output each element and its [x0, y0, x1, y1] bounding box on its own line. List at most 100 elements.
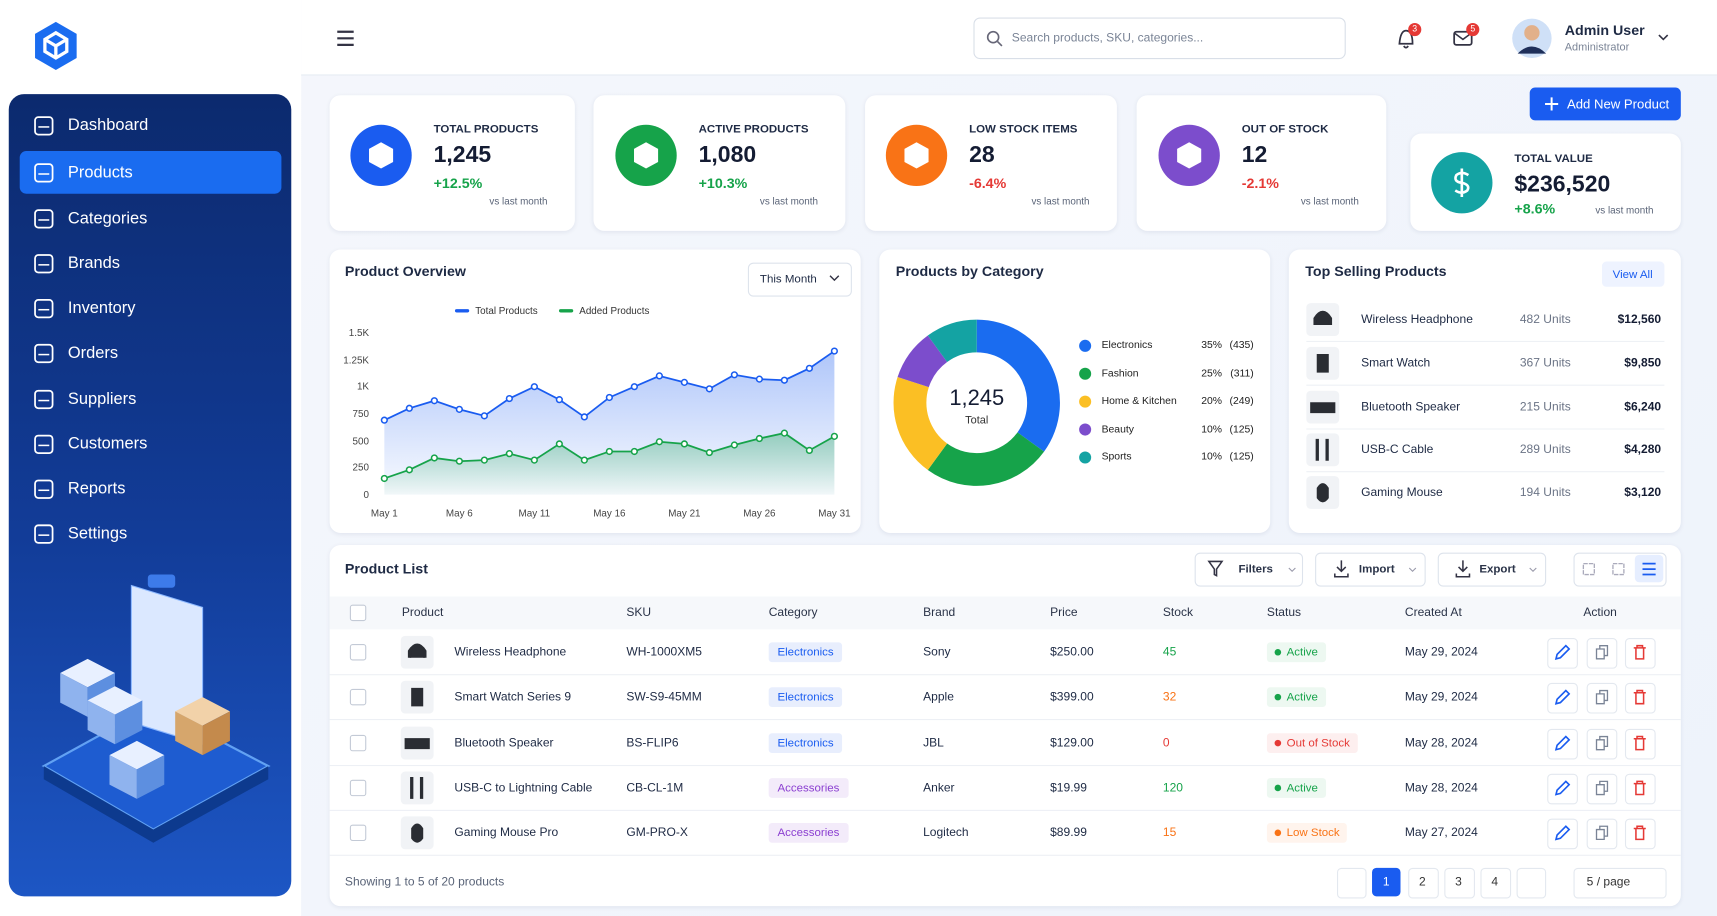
- x-tick-label: May 26: [743, 507, 776, 519]
- view-all-button[interactable]: [1601, 261, 1665, 287]
- nav-item[interactable]: Suppliers: [67, 389, 137, 409]
- nav-item[interactable]: Brands: [67, 253, 120, 273]
- column-header: Price: [1050, 606, 1078, 620]
- nav-item[interactable]: Dashboard: [67, 116, 149, 135]
- action-button[interactable]: [1547, 682, 1578, 714]
- category-badge: Electronics: [768, 687, 843, 707]
- top-product-name: Bluetooth Speaker: [1361, 400, 1461, 414]
- action-button[interactable]: [1624, 638, 1656, 669]
- row-divider: [329, 764, 1681, 767]
- action-button[interactable]: [1586, 773, 1618, 805]
- donut-center-label: Total: [965, 414, 989, 427]
- y-tick-label: 250: [352, 462, 370, 474]
- category-badge: Electronics: [768, 642, 843, 663]
- page-number[interactable]: 4: [1491, 875, 1499, 889]
- top-product-name: Smart Watch: [1361, 356, 1431, 370]
- y-tick-label: 1.25K: [343, 354, 370, 366]
- toolbar-button[interactable]: [1194, 552, 1304, 587]
- x-tick-label: May 31: [818, 507, 851, 519]
- view-toggle-active[interactable]: [1634, 554, 1664, 583]
- search-box[interactable]: [973, 17, 1346, 60]
- price: $250.00: [1050, 645, 1094, 659]
- kpi-label: TOTAL VALUE: [1514, 152, 1593, 166]
- top-selling-panel: [1288, 249, 1681, 533]
- toolbar-button-label[interactable]: Filters: [1238, 562, 1273, 576]
- action-button[interactable]: [1624, 682, 1656, 714]
- view-all-link[interactable]: View All: [1612, 268, 1653, 282]
- nav-item[interactable]: Inventory: [67, 298, 136, 318]
- page-button[interactable]: [1480, 867, 1512, 899]
- status-badge: Out of Stock: [1266, 733, 1358, 753]
- action-button[interactable]: [1547, 773, 1578, 805]
- action-button[interactable]: [1624, 818, 1656, 850]
- nav-item[interactable]: Customers: [67, 434, 148, 454]
- stock: 15: [1162, 826, 1177, 840]
- sku: CB-CL-1M: [626, 781, 684, 795]
- prev-page[interactable]: [1336, 867, 1367, 899]
- legend-label: Home & Kitchen: [1101, 395, 1177, 408]
- legend-count: (311): [1230, 367, 1254, 380]
- sku: WH-1000XM5: [626, 645, 702, 659]
- kpi-note: vs last month: [1595, 204, 1654, 216]
- legend-count: (125): [1229, 422, 1254, 436]
- status-label: Low Stock: [1286, 826, 1340, 840]
- period-label: This Month: [759, 272, 817, 286]
- action-button[interactable]: [1547, 818, 1578, 850]
- nav-item[interactable]: Reports: [67, 479, 126, 498]
- page-size-select[interactable]: [1573, 867, 1667, 899]
- page-number[interactable]: 3: [1455, 875, 1462, 889]
- page-button[interactable]: [1444, 867, 1475, 899]
- action-button[interactable]: [1547, 728, 1578, 760]
- product-name: Gaming Mouse Pro: [454, 826, 559, 840]
- x-tick-label: May 16: [593, 507, 626, 519]
- page-number[interactable]: 2: [1419, 875, 1426, 889]
- action-button[interactable]: [1547, 638, 1578, 669]
- user-role: Administrator: [1564, 41, 1630, 54]
- period-select[interactable]: [747, 262, 852, 297]
- action-button[interactable]: [1624, 773, 1656, 805]
- page-button[interactable]: [1408, 867, 1439, 899]
- toolbar-button-label[interactable]: Export: [1479, 562, 1516, 576]
- view-toggle[interactable]: [1573, 552, 1667, 587]
- toolbar-button[interactable]: [1437, 552, 1547, 587]
- active-nav[interactable]: [19, 151, 282, 194]
- top-product-units: 215 Units: [1519, 400, 1571, 414]
- column-header: Created At: [1404, 606, 1462, 620]
- y-tick-label: 750: [352, 408, 370, 420]
- action-button[interactable]: [1586, 638, 1618, 669]
- top-product-revenue: $9,850: [1624, 356, 1662, 370]
- status-dot: [1274, 784, 1282, 792]
- page-button[interactable]: [1372, 867, 1401, 897]
- status-badge: Active: [1266, 778, 1326, 798]
- nav-item[interactable]: Orders: [67, 343, 119, 363]
- kpi-change: +8.6%: [1514, 200, 1556, 217]
- add-button-label[interactable]: Add New Product: [1566, 96, 1670, 112]
- status-dot: [1274, 693, 1282, 701]
- action-button[interactable]: [1586, 682, 1618, 714]
- page-size[interactable]: 5 / page: [1586, 875, 1631, 889]
- y-tick-label: 0: [363, 489, 370, 501]
- next-page[interactable]: [1516, 867, 1547, 899]
- kpi-note: vs last month: [1300, 195, 1359, 207]
- status-label: Out of Stock: [1286, 736, 1350, 750]
- category-badge: Electronics: [768, 733, 843, 753]
- product-name: Smart Watch Series 9: [454, 690, 572, 704]
- action-button[interactable]: [1586, 818, 1618, 850]
- sidebar-panel: [8, 94, 292, 897]
- legend-percent: 10%: [1201, 422, 1223, 436]
- status-label: Active: [1286, 645, 1318, 659]
- toolbar-button[interactable]: [1315, 552, 1426, 587]
- nav-item[interactable]: Settings: [67, 524, 128, 543]
- legend-label: Beauty: [1101, 422, 1134, 436]
- action-button[interactable]: [1586, 728, 1618, 760]
- nav-item[interactable]: Products: [67, 163, 133, 182]
- nav-item[interactable]: Categories: [67, 209, 148, 228]
- sku: BS-FLIP6: [626, 736, 679, 750]
- kpi-change: +10.3%: [698, 175, 748, 192]
- action-button[interactable]: [1624, 728, 1656, 760]
- column-header: Status: [1266, 606, 1302, 620]
- toolbar-button-label[interactable]: Import: [1358, 562, 1395, 576]
- kpi-note: vs last month: [759, 195, 818, 207]
- page-number[interactable]: 1: [1382, 875, 1390, 889]
- status-badge: Active: [1266, 642, 1326, 663]
